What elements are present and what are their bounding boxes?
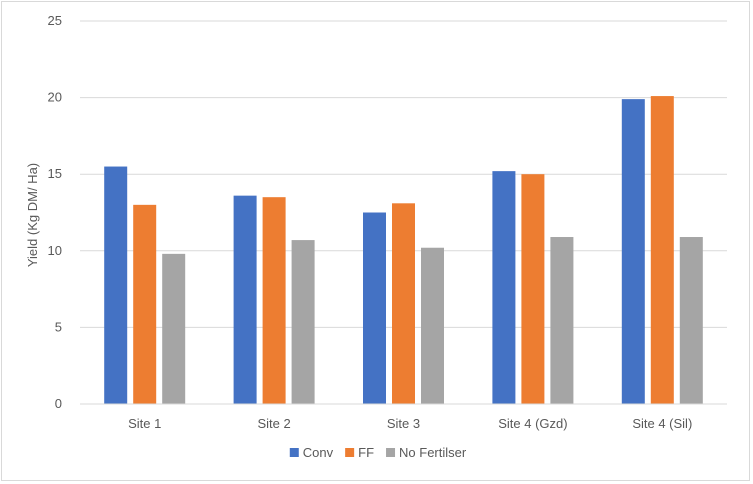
y-tick-label: 20	[48, 90, 62, 105]
bar-conv	[233, 195, 257, 404]
y-tick-label: 0	[55, 396, 62, 411]
legend-label: No Fertilser	[399, 445, 467, 460]
y-axis-ticks: 0 5 10 15 20 25	[48, 13, 62, 411]
bar-conv	[104, 166, 128, 404]
legend-swatch	[289, 448, 299, 457]
legend-item: No Fertilser	[386, 445, 467, 460]
y-tick-label: 25	[48, 13, 62, 28]
bars	[104, 96, 703, 405]
legend-label: Conv	[303, 445, 334, 460]
bar-no-fertilser	[421, 247, 444, 404]
y-axis-label: Yield (Kg DM/ Ha)	[25, 163, 40, 267]
bar-no-fertilser	[162, 253, 186, 404]
x-category-label: Site 4 (Gzd)	[498, 416, 567, 431]
bar-no-fertilser	[550, 237, 574, 404]
bar-conv	[621, 99, 645, 404]
y-tick-label: 10	[48, 243, 62, 258]
legend-swatch	[386, 448, 396, 457]
x-category-label: Site 1	[128, 416, 161, 431]
legend-label: FF	[358, 445, 374, 460]
x-category-label: Site 3	[387, 416, 420, 431]
legend-item: FF	[345, 445, 374, 460]
bar-ff	[650, 96, 674, 405]
bar-conv	[363, 212, 386, 404]
legend: Conv FF No Fertilser	[289, 445, 467, 460]
bar-no-fertilser	[679, 237, 703, 404]
y-tick-label: 15	[48, 166, 62, 181]
bar-no-fertilser	[291, 240, 315, 404]
bar-ff	[262, 197, 286, 404]
legend-item: Conv	[289, 445, 334, 460]
legend-swatch	[345, 448, 355, 457]
x-axis-categories: Site 1 Site 2 Site 3 Site 4 (Gzd) Site 4 (Si…	[128, 416, 692, 431]
bar-ff	[133, 204, 157, 404]
y-tick-label: 5	[55, 319, 62, 334]
bar-conv	[492, 171, 516, 404]
x-category-label: Site 4 (Sil)	[632, 416, 692, 431]
bar-ff	[392, 203, 415, 404]
bar-ff	[521, 174, 545, 404]
x-category-label: Site 2	[257, 416, 290, 431]
